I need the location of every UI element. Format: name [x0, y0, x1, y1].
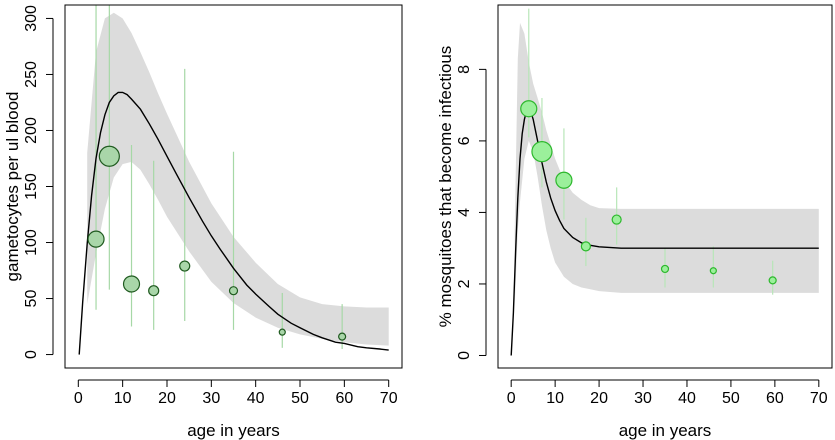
y-tick-label: 50	[23, 290, 40, 308]
x-axis-label: age in years	[619, 421, 712, 440]
x-tick-label: 10	[546, 390, 564, 407]
x-axis-label: age in years	[187, 421, 280, 440]
x-tick-label: 60	[766, 390, 784, 407]
data-point-5	[179, 260, 191, 272]
data-point-6	[228, 286, 239, 296]
x-tick-label: 0	[74, 390, 83, 407]
x-tick-label: 40	[678, 390, 696, 407]
plot-area-2	[510, 8, 819, 356]
x-tick-label: 30	[202, 390, 220, 407]
data-point-6	[660, 264, 670, 274]
x-tick-label: 20	[590, 390, 608, 407]
x-tick-label: 20	[158, 390, 176, 407]
y-axis: 0 50 100 150 200 250 300 gametocytes per ul blo…	[3, 5, 54, 359]
y-tick-label: 4	[456, 208, 473, 217]
plot-frame	[497, 4, 833, 369]
x-tick-label: 50	[291, 390, 309, 407]
y-tick-label: 100	[23, 229, 40, 256]
data-point-5	[611, 214, 622, 225]
data-point-2	[98, 145, 120, 167]
x-axis: 0 10 20 30 40 50 60 70 age in years	[74, 379, 398, 440]
x-tick-label: 70	[810, 390, 828, 407]
fitted-curve	[78, 91, 389, 355]
data-point-1	[87, 230, 105, 248]
x-tick-label: 70	[380, 390, 398, 407]
confidence-band	[514, 22, 819, 306]
x-tick-label: 40	[247, 390, 265, 407]
data-point-7	[278, 328, 286, 336]
x-tick-label: 50	[722, 390, 740, 407]
plot-area-1	[78, 5, 389, 355]
y-axis-label: % mosquitoes that become infectious	[436, 46, 455, 328]
plot-frame	[64, 4, 403, 369]
y-tick-label: 2	[456, 279, 473, 288]
data-point-8	[338, 332, 347, 341]
panel-1: 0 10 20 30 40 50 60 70 age in years 0 50 100 150 200 2…	[3, 4, 403, 440]
data-point-4	[580, 241, 591, 252]
data-point-2	[531, 141, 553, 163]
fitted-curve	[510, 107, 819, 356]
y-tick-label: 300	[23, 5, 40, 32]
data-point-1	[520, 100, 538, 118]
y-tick-label: 0	[23, 350, 40, 359]
y-tick-label: 0	[456, 351, 473, 360]
panel-2: 0 10 20 30 40 50 60 70 age in years 0 2 4 6 8% mosqui…	[436, 4, 833, 440]
data-point-3	[122, 275, 141, 293]
x-tick-label: 30	[634, 390, 652, 407]
y-axis: 0 2 4 6 8% mosquitoes that become infectious	[436, 46, 487, 360]
x-tick-label: 10	[114, 390, 132, 407]
x-tick-label: 60	[335, 390, 353, 407]
y-tick-label: 150	[23, 173, 40, 200]
data-point-7	[709, 267, 717, 275]
data-point-3	[555, 171, 573, 189]
data-point-4	[148, 285, 160, 297]
y-tick-label: 200	[23, 117, 40, 144]
confidence-band	[87, 12, 389, 346]
x-axis: 0 10 20 30 40 50 60 70 age in years	[507, 379, 828, 440]
y-tick-label: 250	[23, 61, 40, 88]
y-axis-label: gametocytes per ul blood	[3, 92, 22, 282]
y-tick-label: 8	[456, 65, 473, 74]
y-tick-label: 6	[456, 136, 473, 145]
data-point-8	[768, 276, 777, 285]
x-tick-label: 0	[507, 390, 516, 407]
